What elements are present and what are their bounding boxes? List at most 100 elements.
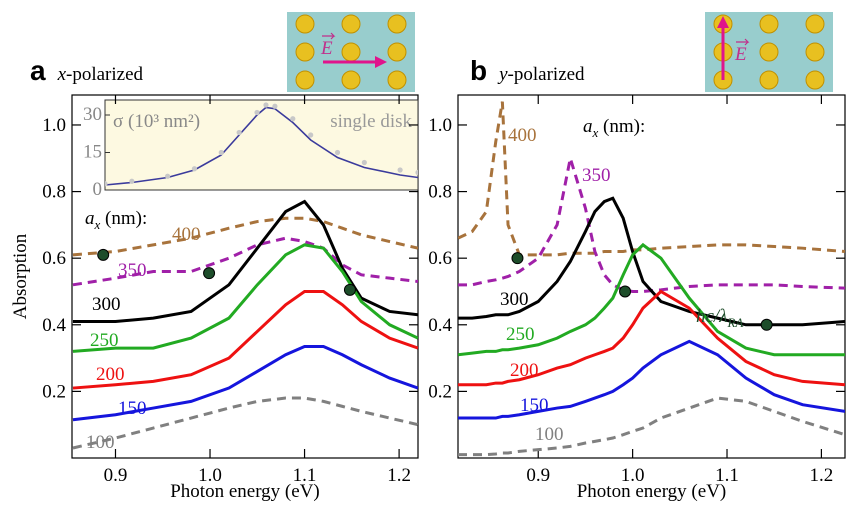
nanodisk — [295, 14, 315, 34]
series-label: 400 — [508, 125, 537, 146]
title-rest: -polarized — [66, 64, 144, 85]
plot-frame — [71, 94, 419, 459]
y-axis-label: Absorption — [10, 233, 31, 319]
x-tick-label: 1.1 — [715, 465, 739, 486]
x-axis-label: Photon energy (eV) — [170, 481, 320, 502]
annotation-rest: (nm): — [598, 116, 645, 137]
nanodisk — [295, 42, 315, 62]
title-variable: y — [497, 64, 508, 85]
annotation-sub: RA — [726, 315, 743, 330]
series-label: 400 — [172, 224, 201, 245]
panel-letter: a — [30, 55, 46, 86]
series-label: 200 — [96, 364, 125, 385]
inset-dot — [129, 178, 135, 184]
annotation-main: a — [583, 116, 593, 137]
series-line — [72, 289, 418, 390]
series-label: 100 — [535, 424, 564, 445]
nanodisk — [341, 70, 361, 90]
series-line — [72, 236, 418, 287]
nanodisk — [341, 14, 361, 34]
panel-title: b y-polarized — [470, 55, 585, 86]
inset-dot — [254, 109, 260, 116]
annotation: ax (nm): — [583, 116, 645, 140]
marker — [343, 283, 356, 296]
series-line — [458, 196, 845, 327]
inset-dot — [397, 167, 403, 173]
series-line — [72, 216, 418, 257]
x-tick-label: 0.9 — [104, 465, 128, 486]
series-label: 350 — [118, 260, 147, 281]
nanodisk — [805, 70, 825, 90]
x-tick-label: 1.1 — [293, 465, 317, 486]
series-line — [458, 101, 845, 257]
series-line — [72, 243, 418, 353]
inset-dot — [165, 173, 171, 179]
plot-frame — [457, 94, 846, 459]
nanodisk — [805, 42, 825, 62]
annotation-main: a — [85, 208, 95, 229]
inset-title: σ (10³ nm²) — [113, 111, 200, 132]
field-label: E — [320, 38, 333, 59]
field-label: E — [734, 44, 747, 65]
y-tick-label: 0.4 — [42, 315, 66, 336]
series-line — [458, 289, 845, 387]
marker — [511, 252, 524, 265]
nanodisk — [759, 42, 779, 62]
marker — [203, 267, 216, 280]
field-arrowhead — [375, 56, 387, 68]
series-line — [458, 242, 845, 357]
x-tick-label: 1.2 — [810, 465, 834, 486]
marker — [619, 285, 632, 298]
series-label: 350 — [582, 165, 611, 186]
annotation-rest: (nm): — [100, 208, 147, 229]
x-tick-label: 0.9 — [526, 465, 550, 486]
series-label: 100 — [86, 432, 115, 453]
inset-dot — [272, 103, 278, 109]
y-tick-label: 0.8 — [428, 182, 452, 203]
y-tick-label: 0.2 — [42, 381, 66, 402]
plot-data — [458, 101, 845, 457]
inset-dot — [308, 132, 314, 138]
nanodisk — [387, 70, 407, 90]
inset-data — [105, 102, 418, 187]
vector-arrow — [736, 38, 750, 46]
series-line — [458, 339, 845, 420]
title-variable: x — [57, 64, 67, 85]
series-label: 200 — [510, 360, 539, 381]
y-tick-label: 0.8 — [42, 182, 66, 203]
x-tick-label: 1.0 — [198, 465, 222, 486]
inset-dot — [361, 159, 367, 166]
series-line — [458, 157, 845, 293]
inset-dot — [334, 149, 341, 156]
inset-y-tick-label: 30 — [83, 104, 102, 125]
y-tick-label: 0.2 — [428, 381, 452, 402]
y-tick-label: 0.4 — [428, 315, 452, 336]
panel-letter: b — [470, 55, 487, 86]
inset-dot — [415, 169, 418, 176]
inset-dot — [191, 166, 198, 172]
marker — [760, 318, 773, 331]
series-line — [458, 396, 845, 457]
nanodisk — [387, 42, 407, 62]
inset-dot — [263, 102, 269, 108]
y-tick-label: 1.0 — [42, 115, 66, 136]
inset-y-tick-label: 0 — [93, 179, 103, 200]
plot-data — [72, 199, 418, 450]
inset-dot — [105, 181, 108, 187]
field-arrowhead — [717, 16, 729, 28]
annotation-sub: x — [592, 125, 599, 140]
x-tick-label: 1.0 — [621, 465, 645, 486]
x-tick-label: 1.2 — [387, 465, 411, 486]
nanodisk — [387, 14, 407, 34]
vector-arrow — [322, 32, 336, 40]
y-tick-label: 0.6 — [428, 248, 452, 269]
inset-dot — [218, 149, 224, 156]
inset-frame — [104, 99, 419, 191]
inset-y-tick-label: 15 — [83, 142, 102, 163]
nanodisk — [759, 70, 779, 90]
nanodisk — [805, 14, 825, 34]
series-label: 250 — [90, 330, 119, 351]
annotation-main: hc/λ — [696, 306, 727, 327]
series-line — [72, 344, 418, 422]
